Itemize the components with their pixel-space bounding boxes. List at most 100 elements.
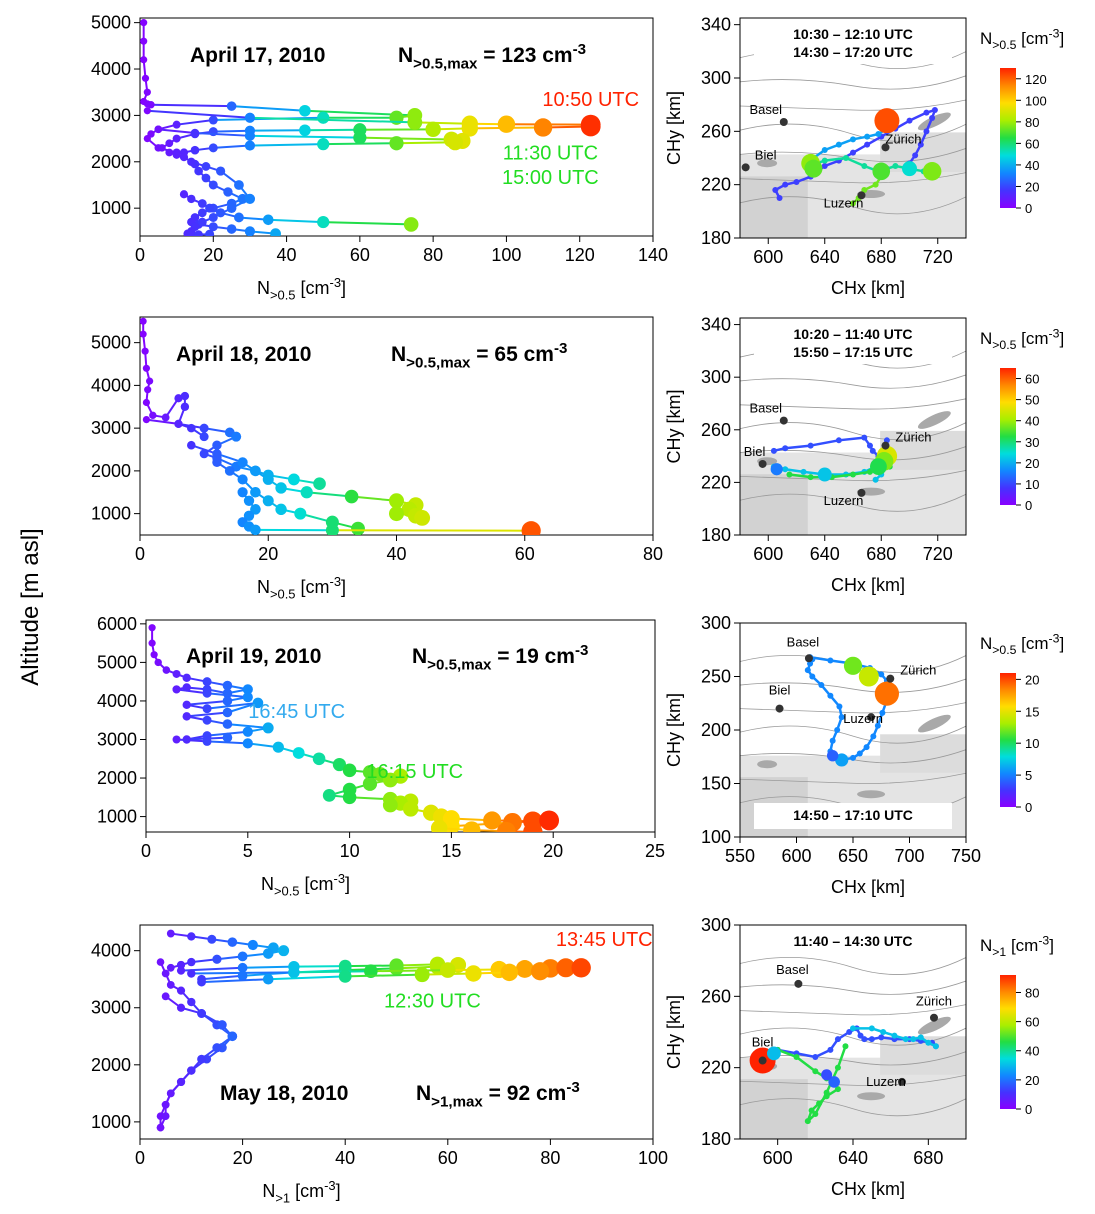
series-2-point [212, 440, 222, 450]
colorbar-label-unit: [cm [1006, 936, 1038, 955]
colorbar-tick-label: 60 [1025, 136, 1039, 151]
flight-track-point [838, 714, 845, 721]
series-3-segment [194, 132, 250, 137]
x-axis-label-unit: [cm [290, 1181, 324, 1201]
series-3-point [187, 440, 196, 450]
colorbar [1000, 368, 1016, 505]
colorbar-tick-label: 40 [1025, 1044, 1039, 1059]
flight-track-point [866, 442, 873, 449]
series-2-point [288, 473, 300, 486]
series-4-point [244, 226, 256, 236]
series-2-point [199, 449, 209, 459]
flight-track-point [842, 155, 849, 161]
contour-line [740, 470, 966, 482]
map-data-layer: Basel Biel Zürich Luzern [769, 634, 936, 767]
time-range-label: 14:30 – 17:20 UTC [793, 44, 913, 60]
flight-track-point [807, 442, 814, 449]
flight-track-segment [845, 156, 865, 168]
series-2-point [172, 134, 181, 143]
colorbar-label-main: N [980, 936, 992, 955]
series-2-point [202, 704, 212, 714]
concentration-point [858, 666, 879, 687]
flight-track-point [812, 1111, 819, 1118]
series-1-point [182, 673, 191, 683]
colorbar-label-subscript: >0.5 [992, 643, 1016, 657]
series-2-point [212, 954, 222, 964]
series-3-point [389, 493, 404, 509]
lake-shape [757, 159, 778, 168]
map-frame [739, 17, 967, 239]
series-3-segment [158, 128, 196, 135]
series-3-point [353, 131, 367, 145]
series-1-point [141, 74, 150, 82]
lake-shape [857, 790, 886, 799]
series-6-point [176, 1003, 186, 1012]
series-1-point [208, 115, 218, 125]
colorbar-label: N>0.5 [cm-3] [980, 27, 1064, 53]
time-annotation: 15:00 UTC [502, 167, 599, 189]
flight-track-point [772, 187, 779, 193]
series-6-point [227, 1031, 238, 1042]
series-6-point [244, 193, 256, 204]
y-tick-label: 3000 [91, 105, 131, 125]
series-4-point [197, 208, 207, 218]
max-concentration-label-unit: = 92 cm [483, 1082, 566, 1105]
map-x-tick-label: 680 [913, 1148, 943, 1168]
series-3-point [262, 473, 274, 485]
x-axis-label-main: N [257, 278, 270, 298]
series-3-point [172, 735, 181, 744]
y-tick-label: 3000 [91, 998, 131, 1018]
max-concentration-label-main: N [416, 1082, 431, 1105]
max-concentration-label-exponent: -3 [575, 642, 588, 659]
max-concentration-label-unit: = 19 cm [491, 645, 574, 668]
colorbar-label-close: ] [1049, 936, 1054, 955]
colorbar-tick-label: 50 [1025, 393, 1039, 408]
map-y-tick-label: 180 [701, 525, 731, 545]
flight-track-point [879, 709, 886, 716]
series-2-point [187, 932, 196, 941]
flight-track-point [912, 152, 919, 159]
city-marker [758, 459, 767, 468]
colorbar-tick-label: 40 [1025, 414, 1039, 429]
series-1-point [299, 104, 311, 117]
series-5-point [523, 822, 543, 832]
series-3-point [317, 138, 330, 151]
city-label: Zürich [916, 994, 952, 1009]
city-label: Biel [769, 683, 791, 698]
profile-chart-3: 0 5 10 15 20 25 1000 2000 3000 4000 5000 6000 N>0.5 … [97, 614, 665, 899]
colorbar-tick-label: 20 [1025, 672, 1039, 687]
time-annotation: 13:45 UTC [556, 929, 653, 951]
flight-track-point [782, 445, 789, 452]
city-label: Basel [750, 102, 783, 117]
series-3-point [362, 776, 378, 791]
time-range-label: 10:20 – 11:40 UTC [793, 326, 912, 342]
time-range-label: 14:50 – 17:10 UTC [793, 807, 913, 823]
series-2-point [222, 719, 233, 729]
series-5-point [234, 212, 244, 223]
series-6-point [176, 1077, 186, 1087]
series-4-point [212, 457, 222, 468]
map-x-tick-label: 640 [810, 247, 840, 267]
map-y-tick-label: 300 [701, 68, 731, 88]
series-1-point [199, 432, 209, 442]
series-6-point [187, 157, 196, 166]
x-axis-label-exponent: -3 [330, 275, 342, 290]
series-2-point [166, 963, 175, 972]
series-2-point [176, 960, 186, 970]
y-tick-label: 2000 [91, 1055, 131, 1075]
colorbar-tick-label: 0 [1025, 201, 1032, 216]
x-axis-label-main: N [261, 874, 274, 894]
series-3-point [154, 125, 163, 134]
colorbar-tick-label: 15 [1025, 704, 1039, 719]
colorbar-label-exponent: -3 [1038, 934, 1049, 948]
series-5-segment [201, 978, 269, 984]
series-5-point [243, 495, 255, 507]
colorbar-tick-label: 80 [1025, 985, 1039, 1000]
map-y-axis-label: CHy [km] [664, 693, 684, 767]
series-5-point [179, 190, 189, 199]
max-concentration-label-exponent: -3 [554, 340, 567, 357]
series-1-point [148, 639, 156, 647]
time-annotation: 11:30 UTC [503, 142, 598, 164]
flight-track-point [861, 163, 868, 169]
